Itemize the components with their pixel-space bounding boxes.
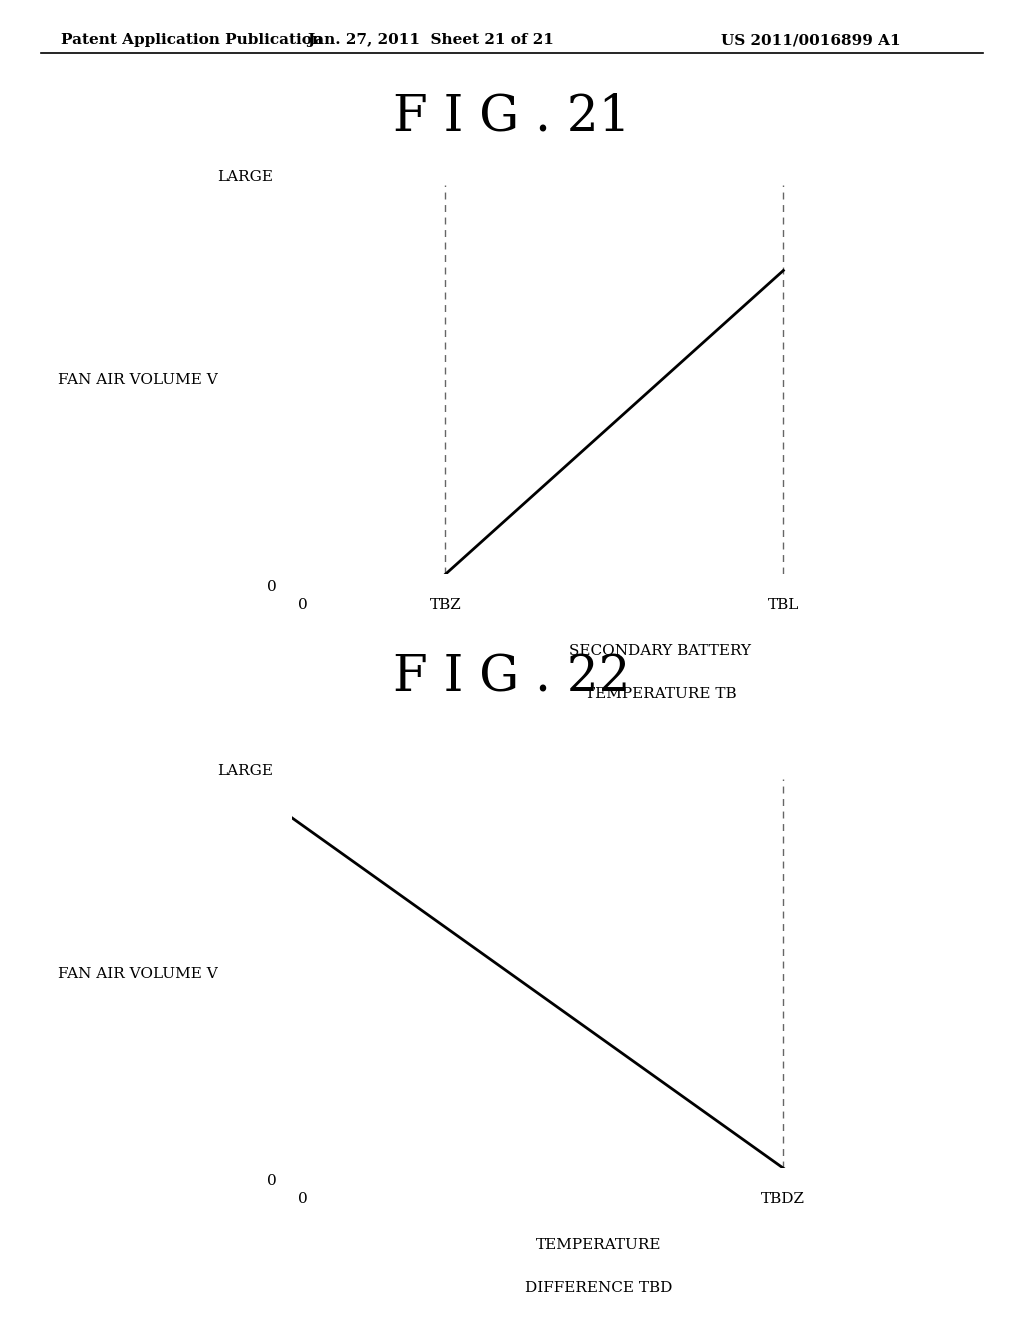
Text: F I G . 22: F I G . 22 xyxy=(393,653,631,702)
Text: TEMPERATURE TB: TEMPERATURE TB xyxy=(585,688,736,701)
Text: US 2011/0016899 A1: US 2011/0016899 A1 xyxy=(722,33,901,48)
Text: 0: 0 xyxy=(266,579,276,594)
Text: FAN AIR VOLUME V: FAN AIR VOLUME V xyxy=(58,966,218,981)
Text: TEMPERATURE: TEMPERATURE xyxy=(537,1238,662,1253)
Text: TBDZ: TBDZ xyxy=(762,1192,805,1205)
Text: DIFFERENCE TBD: DIFFERENCE TBD xyxy=(525,1282,673,1295)
Text: LARGE: LARGE xyxy=(217,764,273,777)
Text: SECONDARY BATTERY: SECONDARY BATTERY xyxy=(569,644,752,659)
Text: 0: 0 xyxy=(298,598,308,611)
Text: Jan. 27, 2011  Sheet 21 of 21: Jan. 27, 2011 Sheet 21 of 21 xyxy=(306,33,554,48)
Text: TBZ: TBZ xyxy=(429,598,462,611)
Text: 0: 0 xyxy=(266,1173,276,1188)
Text: LARGE: LARGE xyxy=(217,170,273,183)
Text: Patent Application Publication: Patent Application Publication xyxy=(61,33,324,48)
Text: F I G . 21: F I G . 21 xyxy=(393,92,631,141)
Text: FAN AIR VOLUME V: FAN AIR VOLUME V xyxy=(58,372,218,387)
Text: TBL: TBL xyxy=(768,598,799,611)
Text: 0: 0 xyxy=(298,1192,308,1205)
